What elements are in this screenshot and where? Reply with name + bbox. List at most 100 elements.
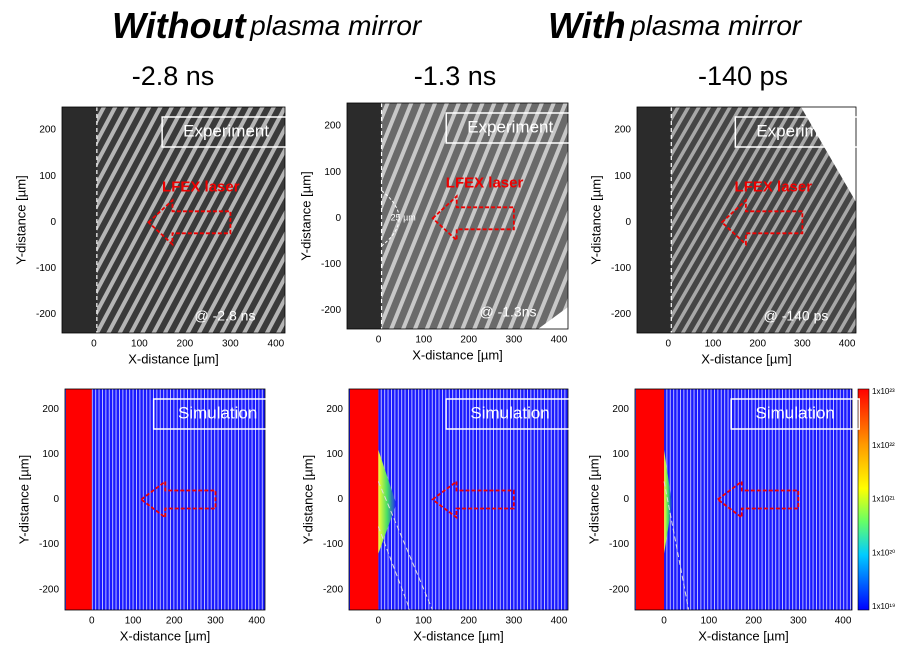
x-tick-label: 300 <box>222 339 239 350</box>
y-tick-label: -100 <box>39 539 59 550</box>
time-stamp: @ -2.8 ns <box>195 308 256 324</box>
x-tick-label: 0 <box>89 616 95 627</box>
y-axis-label: Y-distance [µm] <box>298 171 313 260</box>
panel-frame <box>636 106 857 334</box>
panel-label: Experiment <box>183 121 269 140</box>
x-tick-label: 200 <box>166 616 183 627</box>
x-tick-label: 100 <box>125 616 142 627</box>
colorbar <box>857 388 870 611</box>
y-tick-label: -100 <box>611 263 631 274</box>
y-tick-label: -100 <box>36 263 56 274</box>
time-stamp: @ -1.3ns <box>479 304 536 320</box>
y-axis-label: Y-distance [µm] <box>300 455 315 544</box>
panel-label: Experiment <box>467 117 553 136</box>
y-tick-label: 200 <box>42 404 59 415</box>
width-arc <box>381 190 400 247</box>
target-shadow <box>347 103 382 329</box>
y-tick-label: 0 <box>623 494 629 505</box>
y-tick-label: -100 <box>609 539 629 550</box>
y-tick-label: -200 <box>39 584 59 595</box>
x-axis-label: X-distance [µm] <box>120 628 211 643</box>
x-tick-label: 100 <box>705 339 722 350</box>
panel-label: Experiment <box>756 121 842 140</box>
time-label: -1.3 ns <box>414 61 497 91</box>
y-tick-label: -200 <box>321 305 341 316</box>
laser-arrow <box>431 479 515 520</box>
target-shadow <box>62 107 97 333</box>
x-tick-label: 100 <box>131 339 148 350</box>
x-tick-label: 200 <box>745 616 762 627</box>
x-tick-label: 100 <box>700 616 717 627</box>
x-tick-label: 0 <box>91 339 97 350</box>
x-tick-label: 300 <box>794 339 811 350</box>
x-tick-label: 200 <box>749 339 766 350</box>
x-axis-label: X-distance [µm] <box>412 347 503 362</box>
panel-frame <box>346 102 569 330</box>
y-axis-label: Y-distance [µm] <box>588 175 603 264</box>
x-tick-label: 200 <box>177 339 194 350</box>
panel-label: Simulation <box>470 403 549 422</box>
header-right: With plasma mirror <box>548 5 803 46</box>
x-tick-label: 100 <box>415 335 432 346</box>
y-tick-label: 0 <box>335 213 341 224</box>
panel-frame <box>348 388 569 611</box>
y-tick-label: 200 <box>326 404 343 415</box>
shock-line <box>377 481 433 611</box>
header-rest: plasma mirror <box>629 10 803 41</box>
time-stamp: @ -140 ps <box>764 308 829 324</box>
y-tick-label: -200 <box>36 309 56 320</box>
y-tick-label: 100 <box>324 167 341 178</box>
width-note: 25 µm <box>391 213 416 223</box>
laser-arrow <box>720 198 804 247</box>
x-tick-label: 0 <box>376 616 382 627</box>
x-tick-label: 400 <box>551 335 568 346</box>
label-box <box>161 116 291 148</box>
plasma-wedge <box>378 449 397 554</box>
y-tick-label: 100 <box>326 449 343 460</box>
image-background <box>637 107 856 333</box>
colorbar-label: 1x10²² <box>872 441 895 450</box>
y-tick-label: 100 <box>39 171 56 182</box>
label-box <box>445 398 575 430</box>
x-tick-label: 0 <box>666 339 672 350</box>
shock-line <box>663 481 690 611</box>
x-axis-label: X-distance [µm] <box>413 628 504 643</box>
colorbar-label: 1x10²¹ <box>872 495 895 504</box>
y-tick-label: 0 <box>625 217 631 228</box>
header-bold: With <box>548 5 626 46</box>
target-region <box>636 389 665 610</box>
y-tick-label: -200 <box>609 584 629 595</box>
y-tick-label: 0 <box>337 494 343 505</box>
image-background <box>347 103 568 329</box>
y-axis-label: Y-distance [µm] <box>13 175 28 264</box>
header-left: Without plasma mirror <box>112 5 423 46</box>
x-tick-label: 100 <box>415 616 432 627</box>
label-box <box>445 112 575 144</box>
y-tick-label: -200 <box>611 309 631 320</box>
y-tick-label: 0 <box>50 217 56 228</box>
y-tick-label: -200 <box>323 584 343 595</box>
panel-label: Simulation <box>178 403 257 422</box>
time-label: -2.8 ns <box>132 61 215 91</box>
panel-frame <box>64 388 266 611</box>
header-rest: plasma mirror <box>249 10 423 41</box>
laser-label: LFEX laser <box>735 179 813 196</box>
target-region <box>350 389 379 610</box>
x-tick-label: 400 <box>551 616 568 627</box>
panel-frame <box>61 106 286 334</box>
x-axis-label: X-distance [µm] <box>701 351 792 366</box>
x-tick-label: 400 <box>248 616 265 627</box>
x-tick-label: 400 <box>268 339 285 350</box>
y-tick-label: 200 <box>324 121 341 132</box>
image-background <box>62 107 285 333</box>
y-tick-label: 100 <box>42 449 59 460</box>
y-tick-label: 200 <box>614 125 631 136</box>
laser-label: LFEX laser <box>446 175 524 192</box>
laser-arrow <box>431 194 515 243</box>
x-axis-label: X-distance [µm] <box>698 628 789 643</box>
